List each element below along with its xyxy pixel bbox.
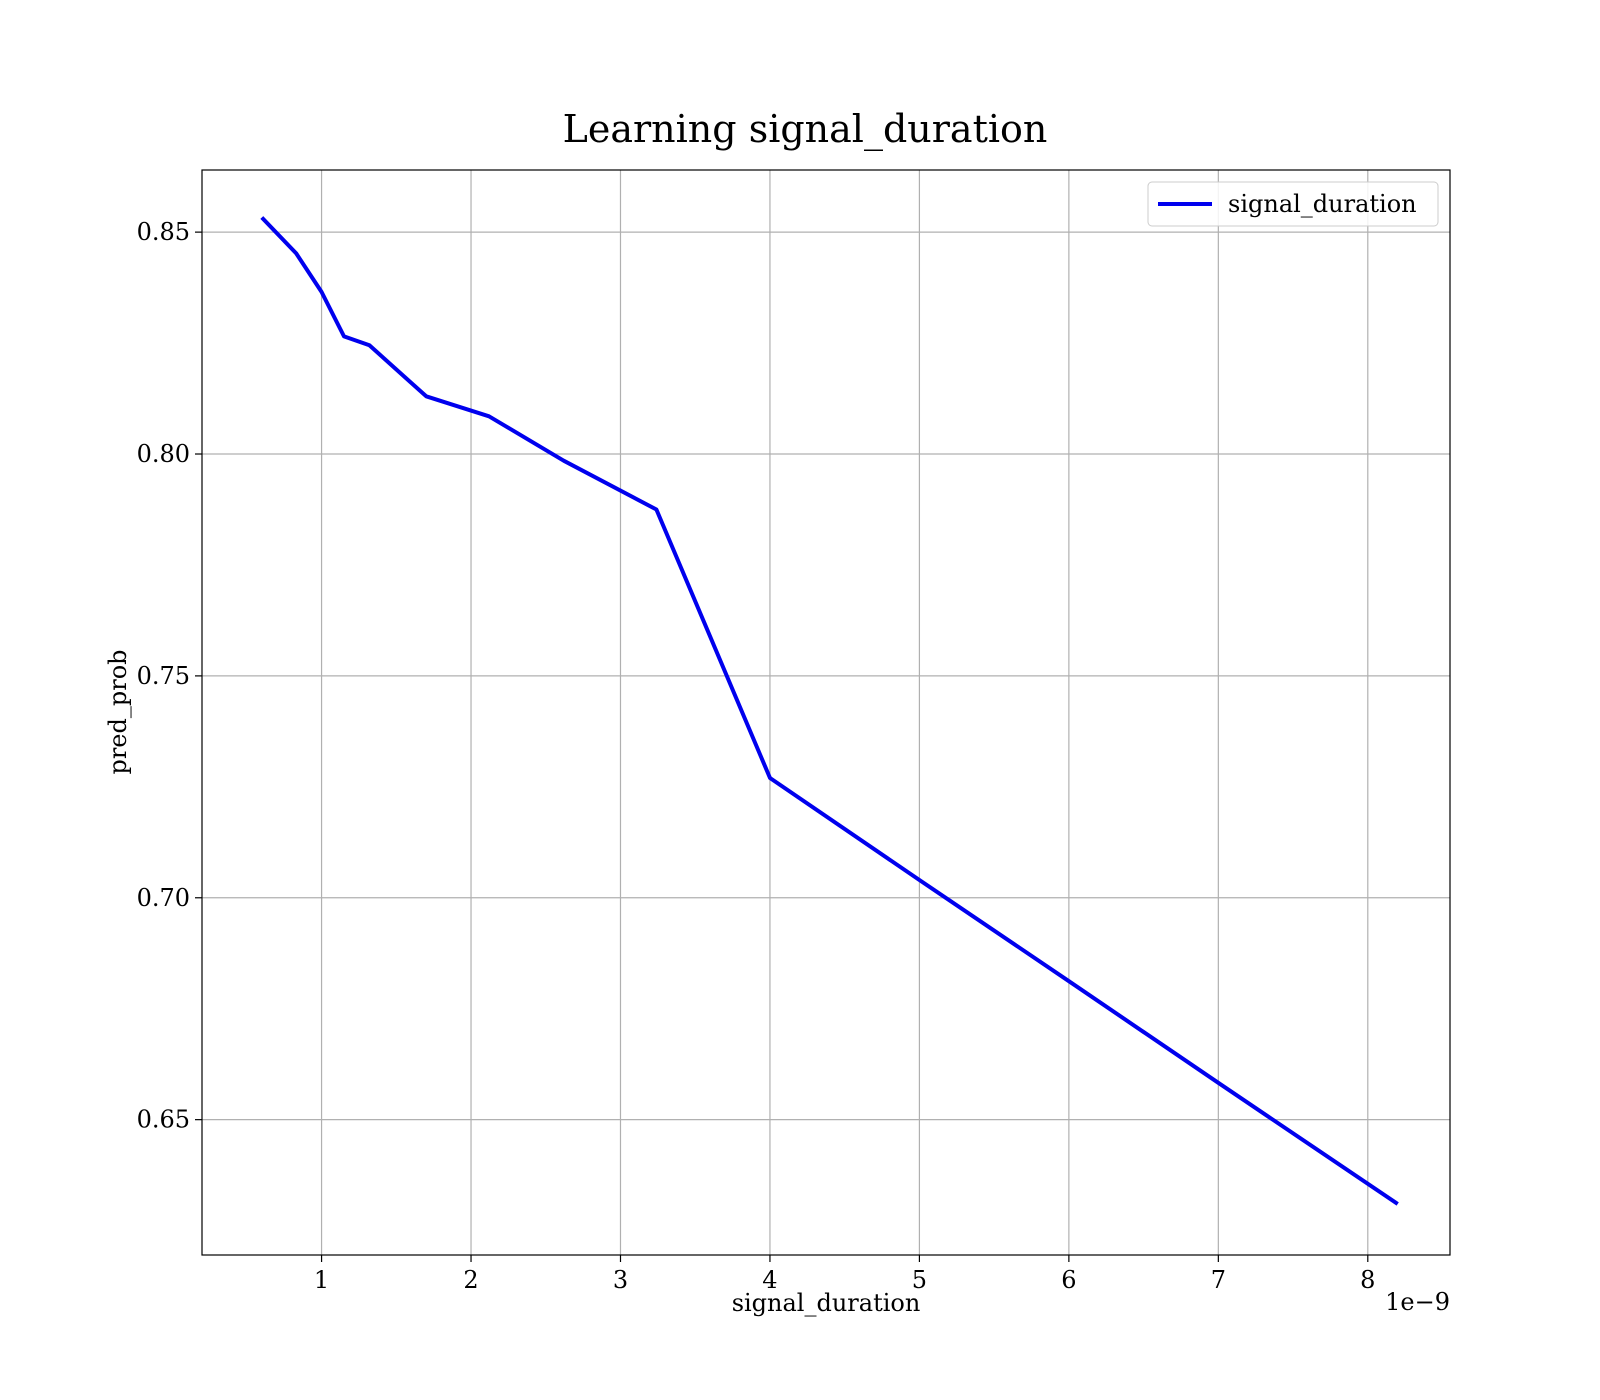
x-tick-label: 7 (1211, 1266, 1226, 1294)
series-lines (260, 216, 1399, 1206)
y-tick-label: 0.65 (137, 1106, 190, 1134)
x-tick-label: 4 (762, 1266, 777, 1294)
axis-ticks: 1 2 3 4 5 6 7 8 0.65 0.70 0.75 0.80 0.85 (137, 218, 1376, 1294)
x-tick-label: 3 (613, 1266, 628, 1294)
x-axis-offset-text: 1e−9 (1385, 1288, 1450, 1316)
legend-entry-label: signal_duration (1228, 190, 1417, 218)
x-tick-label: 1 (314, 1266, 329, 1294)
x-tick-label: 6 (1061, 1266, 1076, 1294)
legend: signal_duration (1147, 181, 1439, 227)
x-tick-label: 5 (912, 1266, 927, 1294)
y-tick-label: 0.80 (137, 440, 190, 468)
y-tick-label: 0.85 (137, 218, 190, 246)
plot-frame (201, 169, 1451, 1256)
grid-lines (202, 170, 1450, 1255)
y-tick-label: 0.75 (137, 662, 190, 690)
y-tick-label: 0.70 (137, 884, 190, 912)
x-tick-label: 8 (1360, 1266, 1375, 1294)
legend-box (1147, 181, 1439, 227)
series-line-0 (260, 216, 1399, 1206)
chart-title: Learning signal_duration (563, 107, 1048, 152)
x-axis-label: signal_duration (732, 1289, 921, 1317)
x-tick-label: 2 (463, 1266, 478, 1294)
y-axis-label: pred_prob (104, 649, 132, 774)
